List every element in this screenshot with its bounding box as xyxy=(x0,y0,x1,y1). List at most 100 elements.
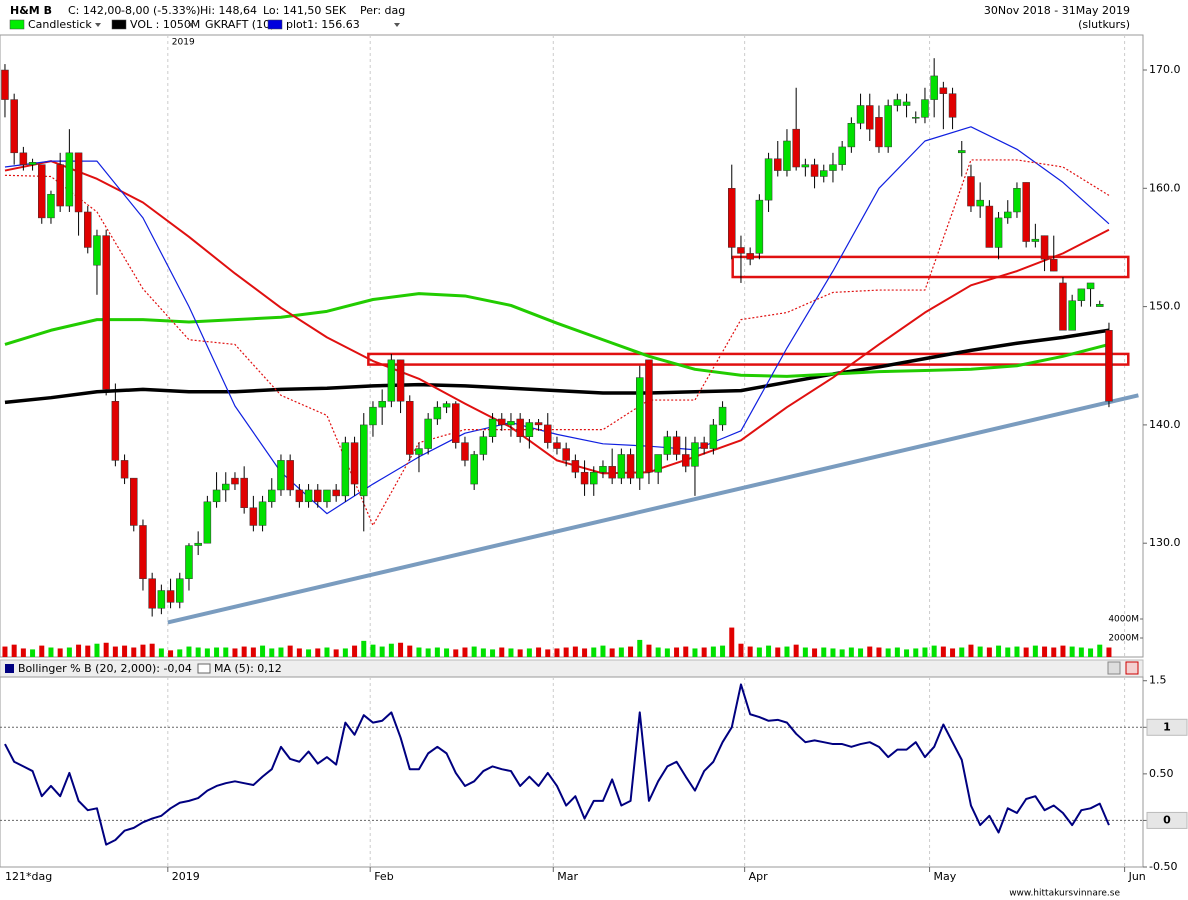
candle-body xyxy=(820,170,828,177)
volume-bar xyxy=(315,648,321,657)
candle-body xyxy=(544,424,552,443)
candle-body xyxy=(636,377,644,479)
volume-bar xyxy=(103,642,109,657)
volume-bar xyxy=(1069,646,1075,657)
trendline xyxy=(167,393,1139,625)
indicator-panel xyxy=(0,676,1144,868)
legend-label: GKRAFT (10) xyxy=(205,18,274,31)
candle-body xyxy=(838,146,846,165)
y-tick-label: 130.0 xyxy=(1149,536,1181,549)
volume-bar xyxy=(674,647,680,657)
close: C: 142,00 xyxy=(68,4,121,17)
candle-body xyxy=(415,448,423,455)
candle-body xyxy=(645,359,653,473)
candle-body xyxy=(507,421,515,426)
zone xyxy=(731,255,1130,279)
y-tick-label: 170.0 xyxy=(1149,63,1181,76)
candle-body xyxy=(222,483,230,491)
candle-body xyxy=(314,489,322,503)
volume-bar xyxy=(131,647,137,657)
change: -8,00 (-5.33%) xyxy=(121,4,200,17)
candle-body xyxy=(332,489,340,497)
y2-tick-label: 2000M xyxy=(1108,634,1139,644)
candle-body xyxy=(47,193,55,219)
volume-bar xyxy=(20,648,26,657)
volume-bar xyxy=(922,647,928,657)
volume-bar xyxy=(2,646,8,657)
candle-body xyxy=(654,454,662,473)
volume-bar xyxy=(830,648,836,657)
legend-swatch xyxy=(9,19,25,30)
dropdown-arrow xyxy=(394,23,400,27)
candle-body xyxy=(967,176,975,207)
volume-bar xyxy=(480,648,486,657)
volume-bar xyxy=(204,648,210,657)
x-tick-label: 2019 xyxy=(172,870,200,883)
volume-bar xyxy=(848,647,854,657)
volume-bar xyxy=(1042,646,1048,657)
candle-body xyxy=(801,164,810,168)
volume-bar xyxy=(775,647,781,657)
volume-bar xyxy=(913,648,919,657)
volume-bar xyxy=(48,647,54,657)
volume-bar xyxy=(407,645,413,657)
volume-bar xyxy=(1060,645,1066,657)
candle-body xyxy=(1096,303,1104,307)
indicator-ma: MA (5): 0,12 xyxy=(214,662,282,675)
close-icon[interactable] xyxy=(1125,661,1139,675)
volume-bar xyxy=(766,645,772,657)
volume-bar xyxy=(940,646,946,657)
candle-body xyxy=(268,489,276,503)
volume-bar xyxy=(508,648,514,657)
bollinger-line xyxy=(4,683,1110,846)
volume-bar xyxy=(1014,646,1020,657)
volume-bar xyxy=(858,648,864,657)
legend-swatch xyxy=(5,664,14,673)
candle-body xyxy=(378,400,386,408)
volume-bar xyxy=(112,646,118,657)
tool-icon[interactable] xyxy=(1107,661,1121,675)
volume-bar xyxy=(85,645,91,657)
volume-bar xyxy=(499,647,505,657)
candle-body xyxy=(194,542,202,546)
price-panel xyxy=(0,34,1144,658)
volume-bar xyxy=(931,645,937,657)
candle-body xyxy=(304,489,313,503)
volume-bar xyxy=(195,647,201,657)
volume-bar xyxy=(710,646,716,657)
volume-bar xyxy=(352,645,358,657)
volume-bar xyxy=(986,647,992,657)
candle-body xyxy=(28,162,37,165)
volume-bar xyxy=(39,645,45,657)
candle-body xyxy=(553,442,561,449)
candle-body xyxy=(534,422,543,426)
volume-bar xyxy=(876,647,882,657)
y-tick-label: 160.0 xyxy=(1149,181,1181,194)
volume-bar xyxy=(11,644,17,657)
y-tick-label: 140.0 xyxy=(1149,418,1181,431)
legend-label: plot1: 156.63 xyxy=(286,18,360,31)
volume-bar xyxy=(57,648,63,657)
y-tick-label: 1 xyxy=(1163,720,1171,733)
candle-body xyxy=(866,105,874,130)
volume-bar xyxy=(655,647,661,657)
candle-body xyxy=(893,99,902,106)
low: Lo: 141,50 xyxy=(263,4,321,17)
volume-bar xyxy=(646,644,652,657)
candle-body xyxy=(875,117,883,148)
volume-bar xyxy=(398,642,404,657)
candle-body xyxy=(166,590,175,603)
candle-body xyxy=(1013,188,1021,213)
candle-body xyxy=(709,424,718,449)
y-tick-label: 1.5 xyxy=(1149,674,1167,687)
candle-body xyxy=(737,247,745,254)
volume-bar xyxy=(140,644,146,657)
volume-bar xyxy=(444,648,450,657)
candle-body xyxy=(84,211,92,248)
indicator-line xyxy=(4,328,1110,405)
candle-body xyxy=(774,158,782,171)
candle-body xyxy=(369,406,377,426)
volume-bar xyxy=(683,646,689,657)
indicator-title: Bollinger % B (20, 2,000): -0,04 xyxy=(18,662,192,675)
volume-bar xyxy=(526,648,532,657)
